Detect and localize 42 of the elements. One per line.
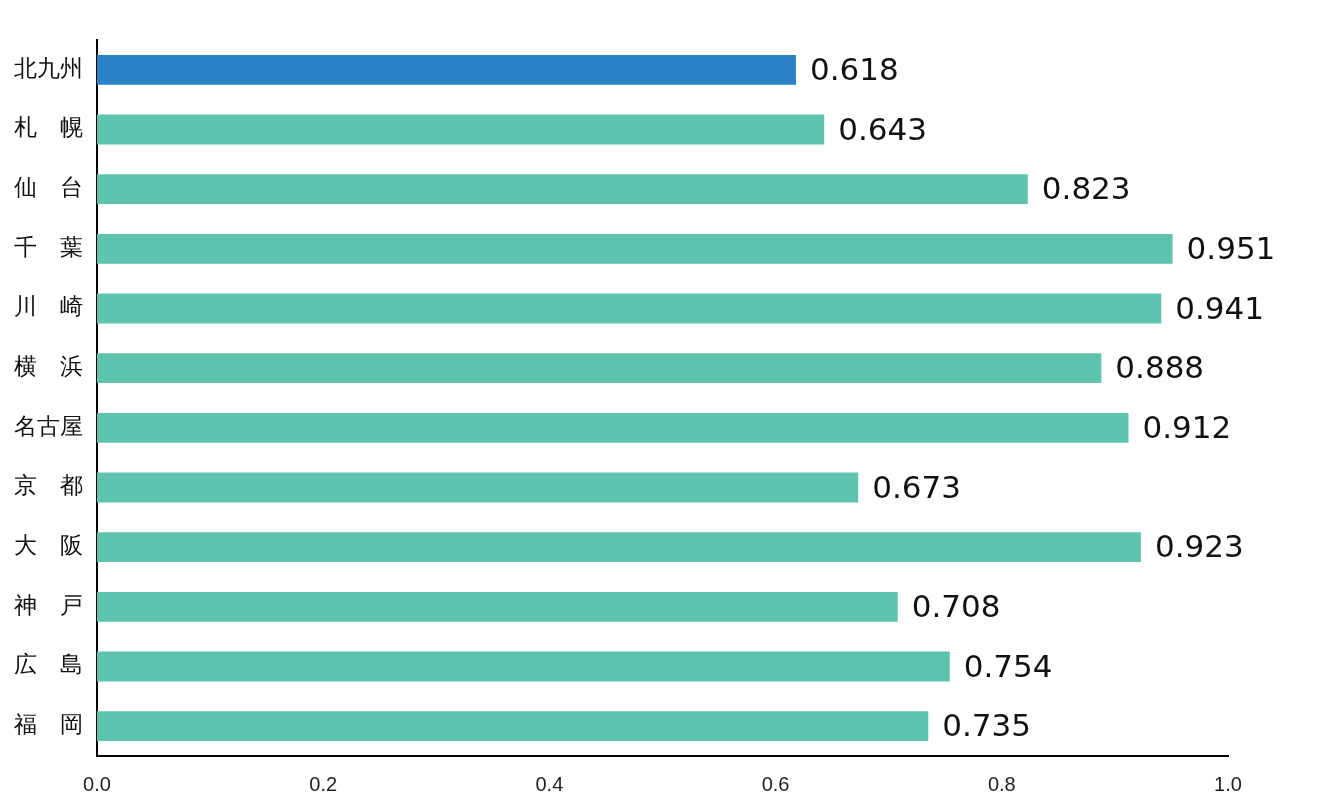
y-tick-label: 福 岡	[14, 711, 83, 738]
y-tick-label: 横 浜	[14, 353, 83, 380]
bar	[97, 174, 1028, 205]
data-label: 0.823	[1041, 170, 1131, 207]
bar	[97, 233, 1173, 264]
y-tick-label: 千 葉	[14, 233, 83, 260]
bar	[97, 591, 898, 622]
y-tick-label: 名古屋	[14, 412, 83, 439]
y-tick-label: 川 崎	[14, 293, 83, 320]
x-tick-label: 0.2	[309, 772, 338, 795]
bar	[97, 472, 859, 503]
data-label: 0.912	[1142, 408, 1232, 445]
data-label: 0.941	[1175, 289, 1265, 326]
bar	[97, 114, 825, 145]
bar	[97, 532, 1141, 563]
bar	[97, 293, 1162, 324]
bar	[97, 412, 1129, 443]
y-tick-label: 広 島	[14, 651, 83, 678]
y-tick-label: 神 戸	[14, 591, 83, 618]
data-label: 0.735	[942, 707, 1032, 744]
x-tick-label: 0.4	[535, 772, 564, 795]
bar	[97, 711, 929, 742]
x-tick-label: 0.0	[83, 772, 111, 795]
bar	[97, 651, 950, 682]
y-tick-label: 京 都	[14, 472, 83, 499]
bar	[97, 353, 1102, 384]
x-tick-label: 1.0	[1214, 772, 1242, 795]
y-tick-label: 北九州	[14, 54, 83, 81]
y-tick-label: 札 幌	[14, 114, 83, 141]
y-tick-label: 大 阪	[14, 532, 83, 559]
data-label: 0.754	[963, 647, 1053, 684]
bar	[97, 54, 796, 85]
x-tick-label: 0.8	[987, 772, 1016, 795]
data-label: 0.708	[911, 587, 1001, 624]
data-label: 0.673	[872, 468, 961, 505]
data-label: 0.951	[1186, 229, 1276, 266]
data-label: 0.888	[1115, 349, 1205, 386]
data-label: 0.643	[838, 110, 927, 147]
x-tick-label: 0.6	[761, 772, 790, 795]
data-label: 0.618	[809, 50, 899, 87]
data-label: 0.923	[1154, 528, 1244, 565]
y-tick-label: 仙 台	[14, 174, 83, 201]
